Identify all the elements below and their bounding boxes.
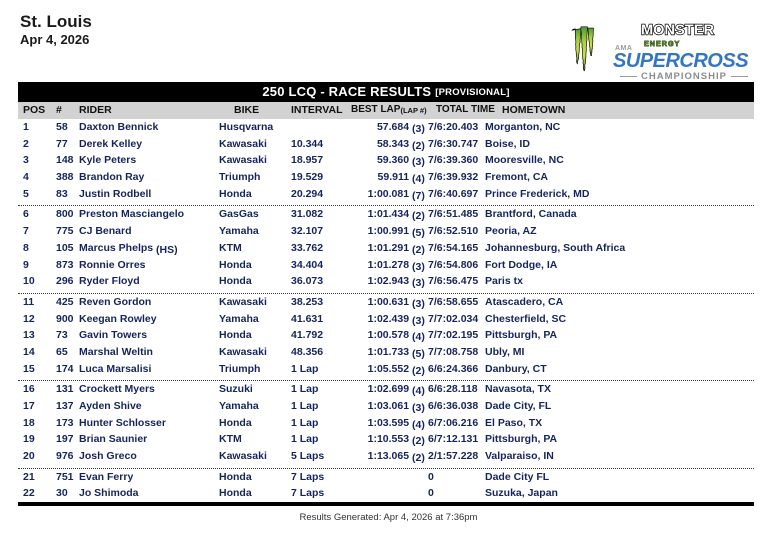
svg-text:MONSTER: MONSTER [641,23,715,39]
svg-text:ENERGY: ENERGY [644,39,680,48]
